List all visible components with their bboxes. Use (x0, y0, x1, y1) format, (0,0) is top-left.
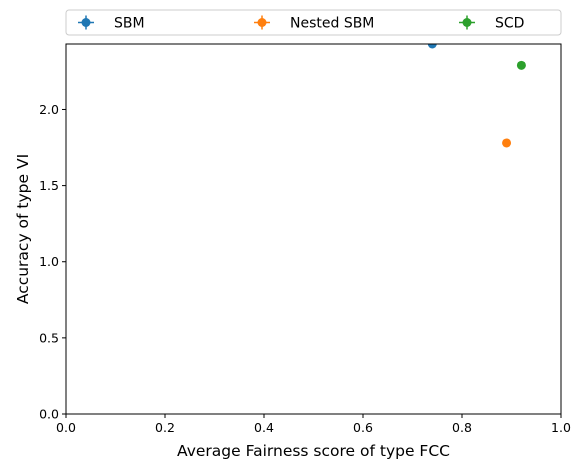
y-tick-label: 1.5 (39, 178, 59, 193)
x-tick-label: 1.0 (551, 420, 571, 435)
x-tick-label: 0.8 (452, 420, 472, 435)
plot-frame (65, 43, 562, 415)
x-tick-label: 0.0 (56, 420, 76, 435)
legend-item-scd: SCD (459, 15, 524, 32)
data-point-scd (516, 60, 526, 70)
legend-label: SCD (495, 16, 524, 32)
data-point-nested-sbm (502, 138, 512, 148)
x-tick-label: 0.2 (155, 420, 175, 435)
legend: SBM Nested SBM SCD (65, 9, 562, 36)
data-point-sbm (427, 44, 437, 49)
legend-label: Nested SBM (290, 16, 374, 32)
x-axis-label: Average Fairness score of type FCC (177, 442, 450, 460)
legend-marker-dot (257, 18, 267, 27)
legend-item-nested-sbm: Nested SBM (254, 15, 374, 32)
y-tick-label: 0.0 (39, 407, 59, 422)
data-points (427, 44, 526, 148)
x-axis: 0.0 0.2 0.4 0.6 0.8 1.0 (56, 414, 571, 435)
legend-marker-dot (81, 18, 91, 27)
y-tick-label: 2.0 (39, 102, 59, 117)
y-tick-label: 1.0 (39, 254, 59, 269)
plot-area (65, 43, 562, 415)
legend-marker-dot (462, 18, 472, 27)
y-axis-label: Accuracy of type VI (14, 154, 32, 304)
y-axis: 0.0 0.5 1.0 1.5 2.0 (39, 102, 66, 422)
y-tick-label: 0.5 (39, 330, 59, 345)
legend-frame (65, 9, 562, 36)
legend-item-sbm: SBM (78, 15, 145, 32)
legend-label: SBM (114, 16, 145, 32)
x-tick-label: 0.4 (254, 420, 274, 435)
x-tick-label: 0.6 (353, 420, 373, 435)
